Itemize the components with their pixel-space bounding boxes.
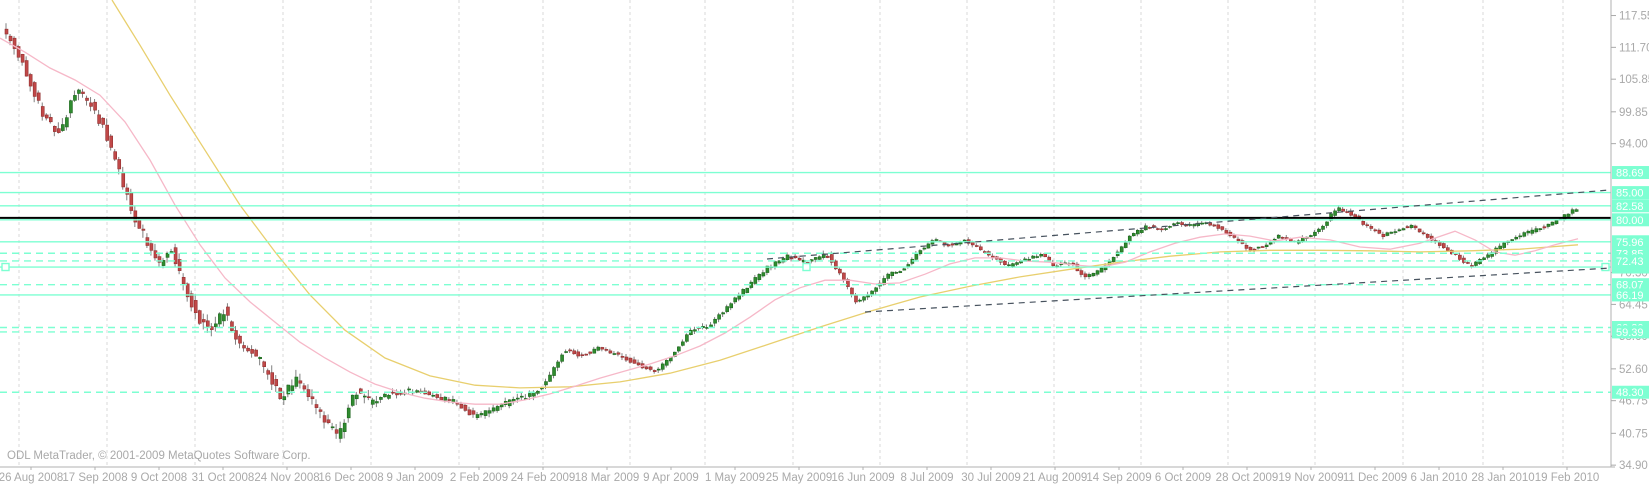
price-badge-label: 66.19	[1616, 290, 1644, 302]
upper-channel-trendline[interactable]	[766, 189, 1612, 260]
date-tick-label: 6 Jan 2010	[1411, 472, 1468, 484]
price-badge	[1612, 213, 1649, 227]
line-drag-handle[interactable]	[802, 262, 811, 272]
date-tick-label: 17 Sep 2008	[62, 472, 127, 484]
date-tick-label: 9 Apr 2009	[643, 472, 699, 484]
date-tick-label: 28 Jan 2010	[1471, 472, 1534, 484]
price-tick-label: 52.60	[1619, 364, 1648, 376]
price-badge	[1612, 254, 1649, 268]
date-tick-label: 19 Feb 2010	[1535, 472, 1600, 484]
price-badge	[1612, 199, 1649, 213]
price-badge-label: 72.43	[1616, 256, 1644, 268]
price-badge-label: 88.69	[1616, 168, 1644, 180]
price-tick-label: 117.55	[1619, 11, 1649, 23]
date-tick-label: 19 Nov 2009	[1278, 472, 1343, 484]
date-tick-label: 25 May 2009	[766, 472, 833, 484]
date-tick-label: 26 Aug 2008	[0, 472, 63, 484]
line-drag-handle[interactable]	[1601, 262, 1610, 272]
price-badge	[1612, 235, 1649, 249]
date-tick-label: 9 Oct 2008	[131, 472, 187, 484]
platform-copyright-watermark: ODL MetaTrader, © 2001-2009 MetaQuotes S…	[7, 450, 311, 462]
date-tick-label: 18 Mar 2009	[575, 472, 640, 484]
support-resistance-lines	[0, 171, 1611, 393]
price-tick-label: 111.70	[1619, 42, 1649, 54]
price-badge	[1612, 288, 1649, 302]
line-drag-handle[interactable]	[1, 262, 10, 272]
time-axis-labels[interactable]: 26 Aug 2008 17 Sep 2008 9 Oct 2008 31 Oct 2…	[0, 467, 1599, 484]
price-tick-label: 105.85	[1619, 74, 1649, 86]
date-tick-label: 14 Sep 2009	[1086, 472, 1151, 484]
candles	[4, 23, 1579, 443]
date-tick-label: 8 Jul 2009	[900, 472, 953, 484]
date-tick-label: 24 Nov 2008	[254, 472, 319, 484]
price-badge-label: 85.00	[1616, 188, 1644, 200]
date-tick-label: 16 Dec 2008	[318, 472, 383, 484]
grid-lines	[18, 0, 1564, 467]
price-badge	[1612, 325, 1649, 339]
date-tick-label: 16 Jun 2009	[831, 472, 894, 484]
price-tick-label: 40.75	[1619, 428, 1648, 440]
price-badge-label: 82.58	[1616, 201, 1644, 213]
price-badge-label: 75.96	[1616, 237, 1644, 249]
date-tick-label: 24 Feb 2009	[511, 472, 576, 484]
price-level-badges: 88.6985.0082.5880.0075.9673.8560.2072.43…	[1612, 166, 1649, 399]
date-tick-label: 30 Jul 2009	[961, 472, 1020, 484]
date-tick-label: 9 Jan 2009	[387, 472, 444, 484]
price-badge	[1612, 166, 1649, 180]
price-badge-label: 48.30	[1616, 387, 1644, 399]
price-badge	[1612, 278, 1649, 292]
date-tick-label: 21 Aug 2009	[1023, 472, 1088, 484]
date-tick-label: 11 Dec 2009	[1343, 472, 1407, 484]
price-badge	[1612, 186, 1649, 200]
date-tick-label: 2 Feb 2009	[450, 472, 508, 484]
date-tick-label: 1 May 2009	[705, 472, 765, 484]
date-tick-label: 6 Oct 2009	[1155, 472, 1211, 484]
price-tick-label: 34.90	[1619, 460, 1648, 472]
date-tick-label: 31 Oct 2008	[192, 472, 255, 484]
price-tick-label: 64.45	[1619, 299, 1648, 311]
price-tick-label: 94.00	[1619, 139, 1648, 151]
price-badge	[1612, 385, 1649, 399]
price-badge-label: 80.00	[1616, 215, 1644, 227]
lower-channel-trendline[interactable]	[864, 267, 1612, 313]
ma-fast-pink	[0, 37, 1579, 405]
price-axis-labels[interactable]: 117.55111.70105.8599.8594.0070.3064.4558…	[1611, 11, 1649, 473]
price-tick-label: 99.85	[1619, 107, 1648, 119]
price-badge-label: 59.39	[1616, 327, 1644, 339]
date-tick-label: 28 Oct 2009	[1216, 472, 1279, 484]
ma-slow-yellow	[111, 0, 1579, 389]
